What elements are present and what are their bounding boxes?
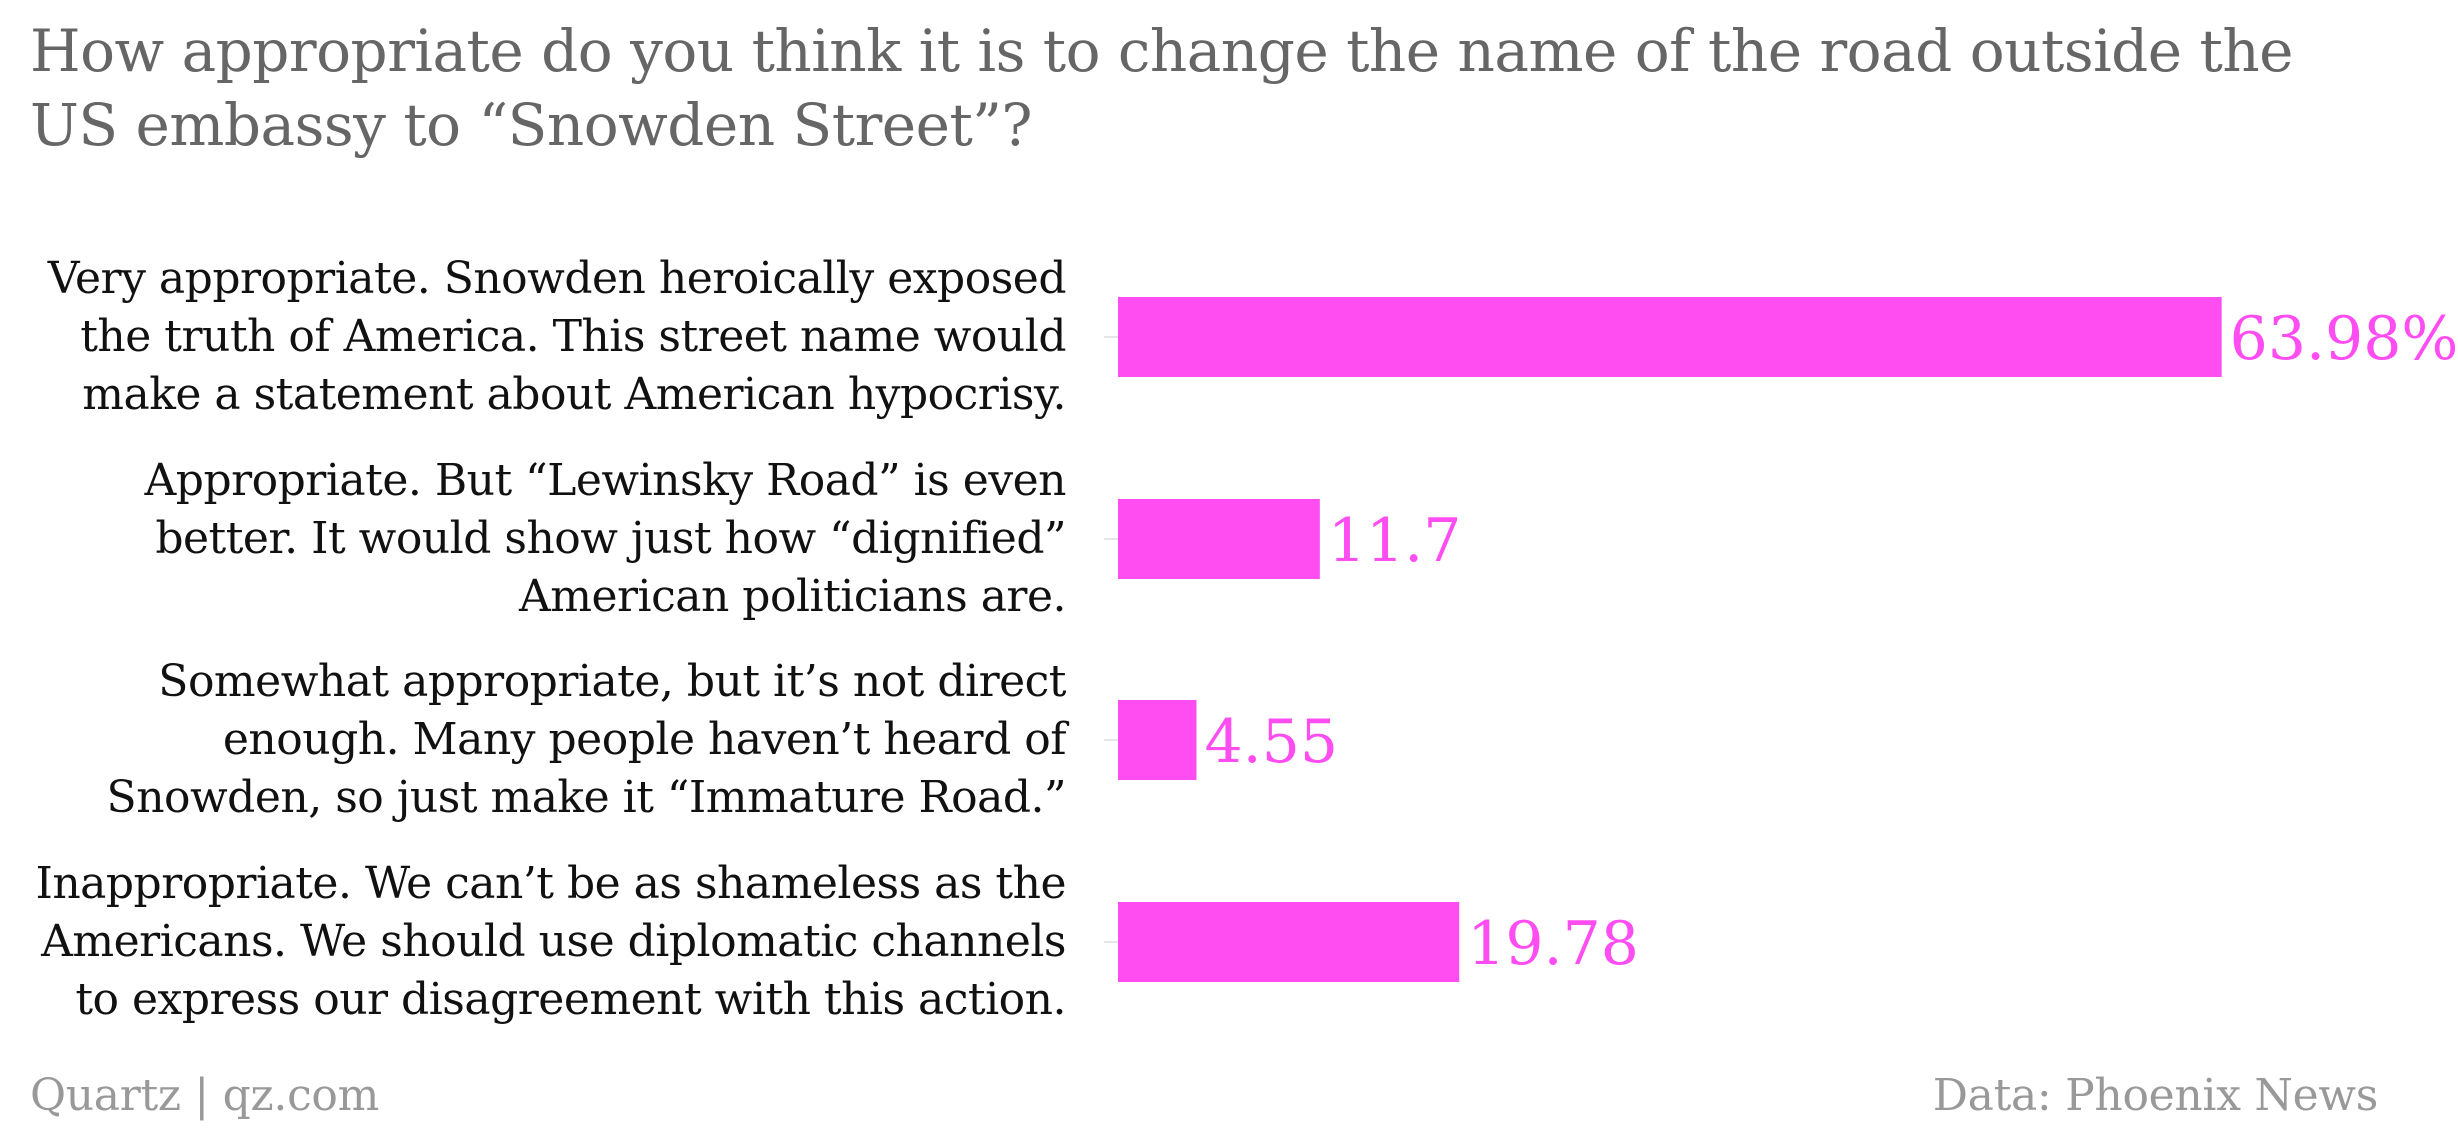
- category-label: Appropriate. But “Lewinsky Road” is even…: [144, 455, 1067, 622]
- chart-title: How appropriate do you think it is to ch…: [30, 17, 2294, 159]
- category-label: Very appropriate. Snowden heroically exp…: [47, 253, 1067, 420]
- bar-value-label: 4.55: [1204, 707, 1338, 777]
- bar-value-label: 11.7: [1328, 506, 1462, 576]
- bar-value-label: 19.78: [1467, 909, 1639, 979]
- category-label: Inappropriate. We can’t be as shameless …: [35, 858, 1066, 1025]
- bar: [1118, 499, 1320, 579]
- footer-credit: Quartz | qz.com: [30, 1070, 380, 1121]
- category-label: Somewhat appropriate, but it’s not direc…: [106, 656, 1067, 823]
- bar-value-label: 63.98%: [2230, 304, 2458, 374]
- bar: [1118, 902, 1460, 982]
- bar: [1118, 297, 2222, 377]
- footer-data-source: Data: Phoenix News: [1932, 1070, 2379, 1121]
- bar: [1118, 700, 1197, 780]
